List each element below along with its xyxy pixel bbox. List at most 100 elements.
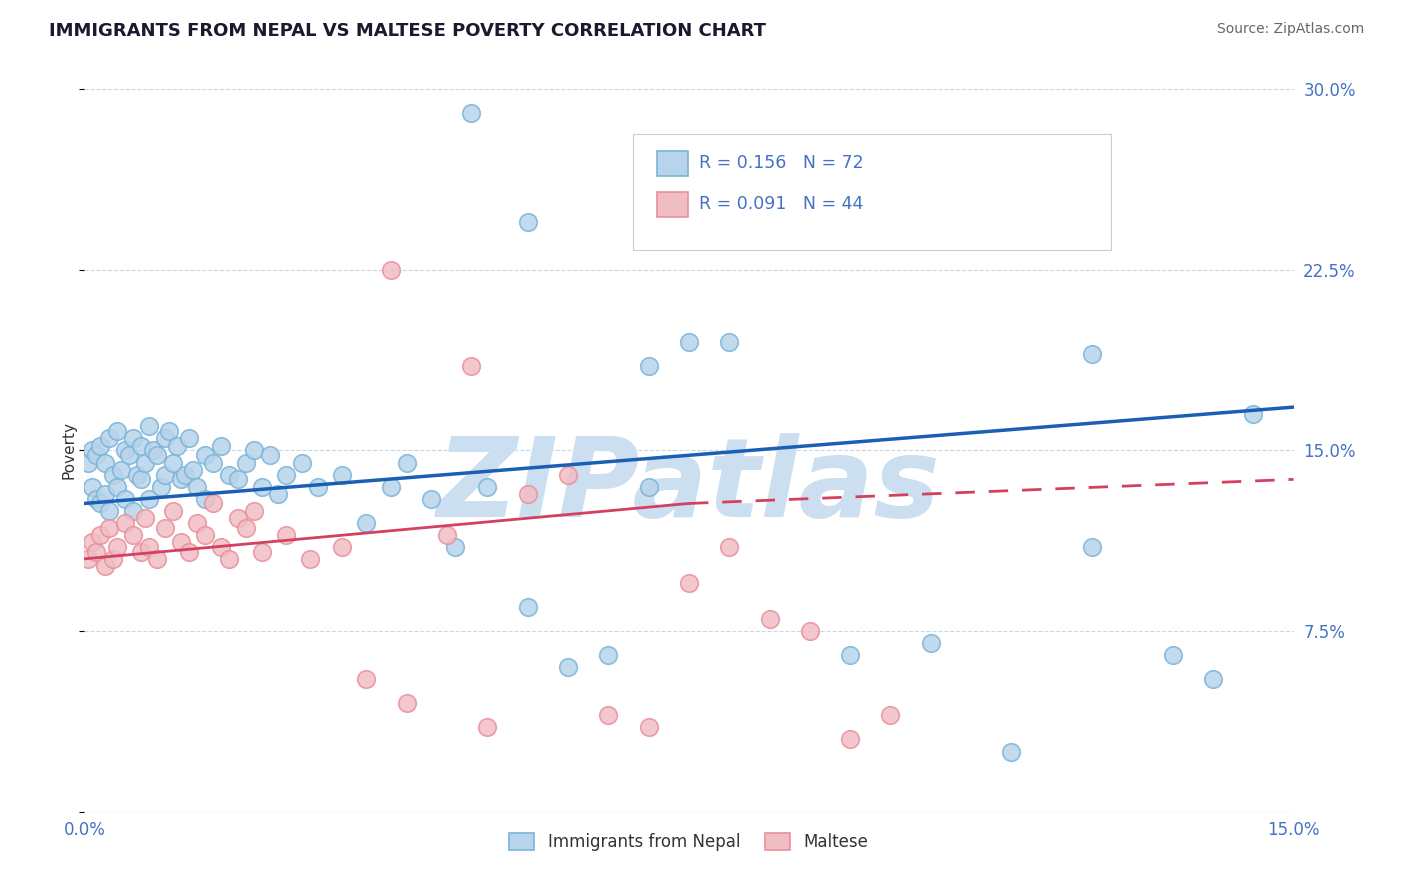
Point <box>259 448 281 462</box>
Point <box>477 721 499 735</box>
Point <box>598 708 620 723</box>
Point <box>82 443 104 458</box>
Point <box>142 443 165 458</box>
Point <box>678 576 700 591</box>
Point <box>93 455 115 469</box>
Point <box>93 487 115 501</box>
Point <box>97 520 120 534</box>
Point <box>380 480 402 494</box>
Point <box>250 544 273 558</box>
Point <box>1241 407 1264 421</box>
Point <box>93 559 115 574</box>
Point <box>121 503 143 517</box>
Point <box>226 511 249 525</box>
Text: R = 0.156   N = 72: R = 0.156 N = 72 <box>699 154 863 172</box>
Point <box>138 491 160 506</box>
Point <box>114 443 136 458</box>
Point <box>89 496 111 510</box>
Point <box>125 467 148 482</box>
Point <box>129 472 152 486</box>
Point <box>129 544 152 558</box>
Point <box>1202 673 1225 687</box>
Point <box>637 359 659 373</box>
Point <box>274 528 297 542</box>
Point <box>162 503 184 517</box>
Point <box>1081 347 1104 361</box>
Point <box>146 551 169 566</box>
Point <box>218 551 240 566</box>
Point <box>101 551 124 566</box>
Point <box>637 721 659 735</box>
Text: IMMIGRANTS FROM NEPAL VS MALTESE POVERTY CORRELATION CHART: IMMIGRANTS FROM NEPAL VS MALTESE POVERTY… <box>49 22 766 40</box>
Point <box>174 467 197 482</box>
Text: R = 0.091   N = 44: R = 0.091 N = 44 <box>699 195 863 213</box>
Point <box>166 439 188 453</box>
Point <box>436 528 458 542</box>
Point <box>242 443 264 458</box>
Point <box>460 359 482 373</box>
Point <box>194 528 217 542</box>
Point <box>194 448 217 462</box>
Point <box>97 432 120 446</box>
Point <box>1000 744 1022 758</box>
Point <box>557 467 579 482</box>
Point <box>637 480 659 494</box>
Point <box>356 673 378 687</box>
Point <box>138 540 160 554</box>
Point <box>516 214 538 228</box>
Y-axis label: Poverty: Poverty <box>62 421 76 480</box>
Point <box>226 472 249 486</box>
Point <box>179 432 201 446</box>
Point <box>557 660 579 674</box>
Point <box>162 455 184 469</box>
Point <box>194 491 217 506</box>
Point <box>678 334 700 349</box>
Point <box>82 535 104 549</box>
Point <box>516 487 538 501</box>
Point <box>307 480 329 494</box>
Point <box>330 540 353 554</box>
Point <box>235 520 257 534</box>
Point <box>118 448 141 462</box>
Point <box>444 540 467 554</box>
Text: Source: ZipAtlas.com: Source: ZipAtlas.com <box>1216 22 1364 37</box>
Point <box>138 419 160 434</box>
Legend: Immigrants from Nepal, Maltese: Immigrants from Nepal, Maltese <box>503 826 875 857</box>
Point <box>299 551 322 566</box>
Point <box>89 528 111 542</box>
Point <box>242 503 264 517</box>
Point <box>356 516 378 530</box>
Point <box>1161 648 1184 662</box>
Point <box>209 540 232 554</box>
Point <box>121 528 143 542</box>
Point <box>718 334 741 349</box>
Point <box>153 432 176 446</box>
Point <box>105 480 128 494</box>
Point <box>395 455 418 469</box>
Point <box>758 612 780 626</box>
Point <box>291 455 314 469</box>
Point <box>89 439 111 453</box>
Point <box>105 424 128 438</box>
Point <box>879 708 901 723</box>
Point <box>598 648 620 662</box>
Point <box>134 511 156 525</box>
Point <box>179 544 201 558</box>
Point <box>235 455 257 469</box>
Point <box>186 480 208 494</box>
Point <box>114 491 136 506</box>
Point <box>274 467 297 482</box>
Point <box>250 480 273 494</box>
Point <box>121 432 143 446</box>
Point <box>330 467 353 482</box>
Point <box>114 516 136 530</box>
Point <box>105 540 128 554</box>
Point <box>839 648 862 662</box>
Point <box>920 636 942 650</box>
Point <box>460 106 482 120</box>
Point <box>186 516 208 530</box>
Point <box>153 467 176 482</box>
Point <box>380 262 402 277</box>
Point <box>153 520 176 534</box>
Point <box>202 496 225 510</box>
